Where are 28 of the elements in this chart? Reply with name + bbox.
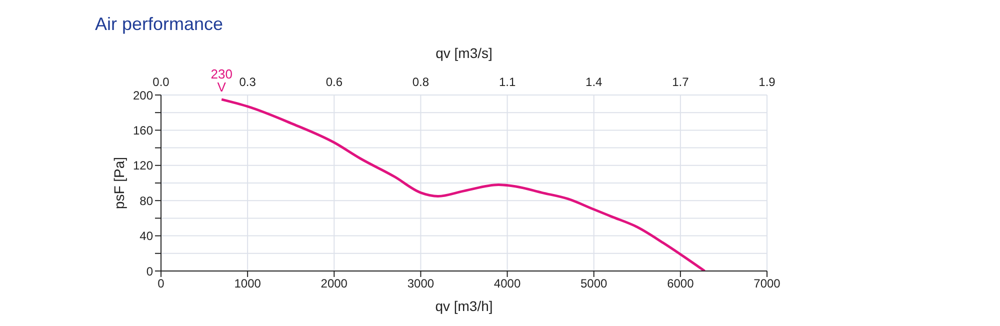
x2-tick-label: 1.7 [672,75,690,89]
y-tick-label: 40 [140,229,154,244]
line-series [220,98,706,271]
x2-tick-label: 0.6 [326,75,343,89]
x2-tick-label: 0.0 [152,75,170,89]
x2-tick-label: 0.3 [239,75,256,89]
x-tick-label: 0 [158,276,165,291]
x-tick-label: 1000 [234,276,262,291]
x-tick-label: 5000 [580,276,608,291]
x2-tick-label: 1.4 [586,75,603,89]
x2-tick-label: 0.8 [412,75,430,89]
y-tick-label: 0 [146,264,154,278]
x-tick-label: 7000 [754,276,781,291]
y-tick-label: 120 [132,158,154,173]
x-axis-title: qv [m3/h] [435,298,493,314]
x2-tick-label: 1.1 [498,75,516,89]
y-tick-label: 80 [140,194,154,208]
y-tick-label: 160 [132,123,154,138]
x-tick-label: 4000 [494,276,521,291]
x2-axis-title: qv [m3/s] [436,45,492,61]
chart-title: Air performance [95,14,224,35]
x-tick-label: 2000 [320,276,348,291]
annotation: 230 V [210,66,232,94]
x2-tick-label: 1.9 [758,75,776,89]
y-axis-title: psF [Pa] [110,156,127,210]
y-tick-label: 200 [132,88,154,102]
x-tick-label: 6000 [667,276,694,291]
x-tick-label: 3000 [407,276,434,291]
